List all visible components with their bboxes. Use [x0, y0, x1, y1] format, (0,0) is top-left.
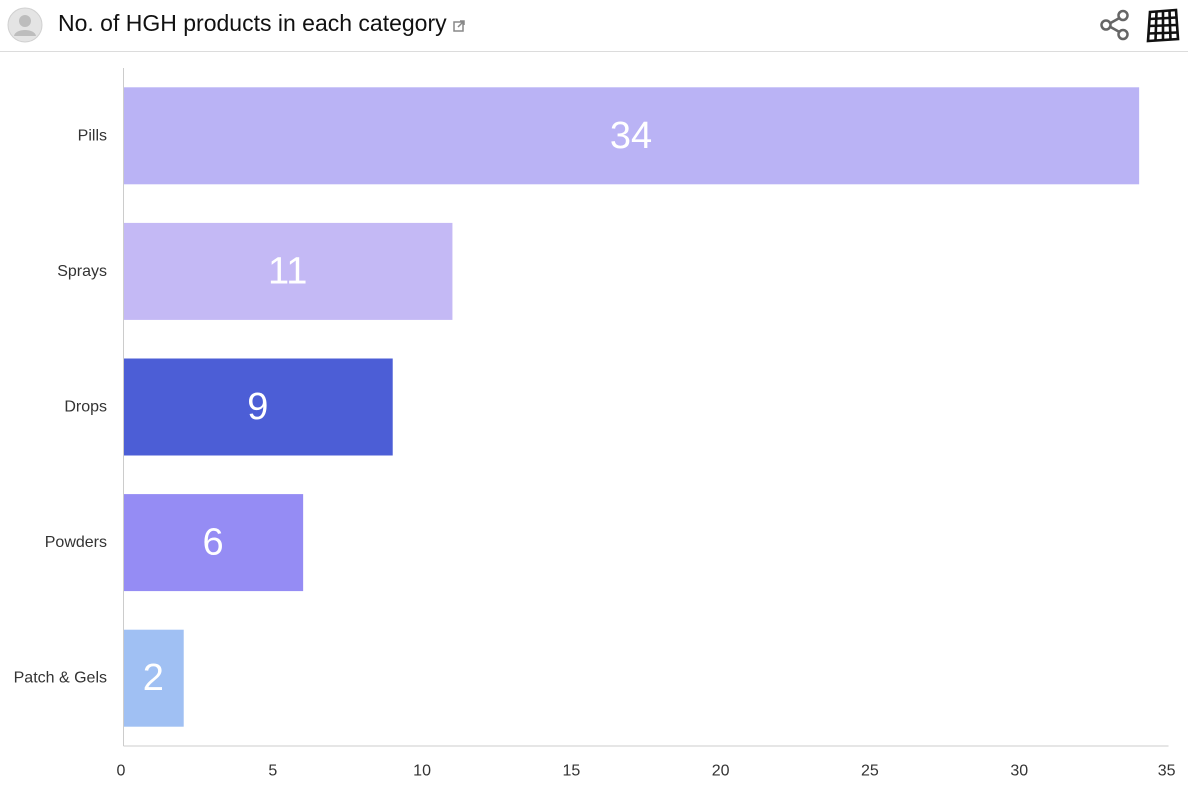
chart-title-text: No. of HGH products in each category	[58, 10, 447, 36]
x-tick-label: 5	[268, 763, 277, 780]
data-label: 6	[203, 522, 224, 564]
category-label: Sprays	[57, 263, 107, 280]
category-label: Patch & Gels	[14, 670, 107, 687]
data-label: 11	[268, 250, 307, 292]
category-label: Powders	[45, 534, 107, 551]
external-link-icon[interactable]	[452, 20, 465, 32]
bar-powders[interactable]	[124, 494, 304, 592]
bar-sprays[interactable]	[124, 222, 453, 320]
bar-patch-gels[interactable]	[124, 629, 184, 727]
share-icon[interactable]	[1098, 8, 1132, 42]
bar-drops[interactable]	[124, 358, 393, 456]
category-label: Pills	[78, 127, 107, 144]
x-tick-label: 20	[712, 763, 730, 780]
data-label: 34	[610, 115, 652, 157]
bar-chart: Pills 34 Sprays 11 Drops 9 Powders 6 Patch & Gel…	[14, 68, 1176, 780]
category-label: Drops	[64, 399, 107, 416]
data-label: 9	[247, 386, 268, 428]
x-tick-label: 25	[861, 763, 879, 780]
x-tick-label: 15	[562, 763, 580, 780]
bar-pills[interactable]	[124, 87, 1140, 185]
data-label: 2	[143, 657, 164, 699]
x-tick-label: 30	[1010, 763, 1028, 780]
user-avatar-icon[interactable]	[7, 7, 43, 43]
chart-header: No. of HGH products in each category	[0, 0, 1188, 52]
chart-title[interactable]: No. of HGH products in each category	[58, 10, 465, 37]
x-tick-label: 10	[413, 763, 431, 780]
data-grid-icon[interactable]	[1144, 6, 1182, 44]
x-tick-label: 35	[1158, 763, 1176, 780]
x-tick-label: 0	[117, 763, 126, 780]
